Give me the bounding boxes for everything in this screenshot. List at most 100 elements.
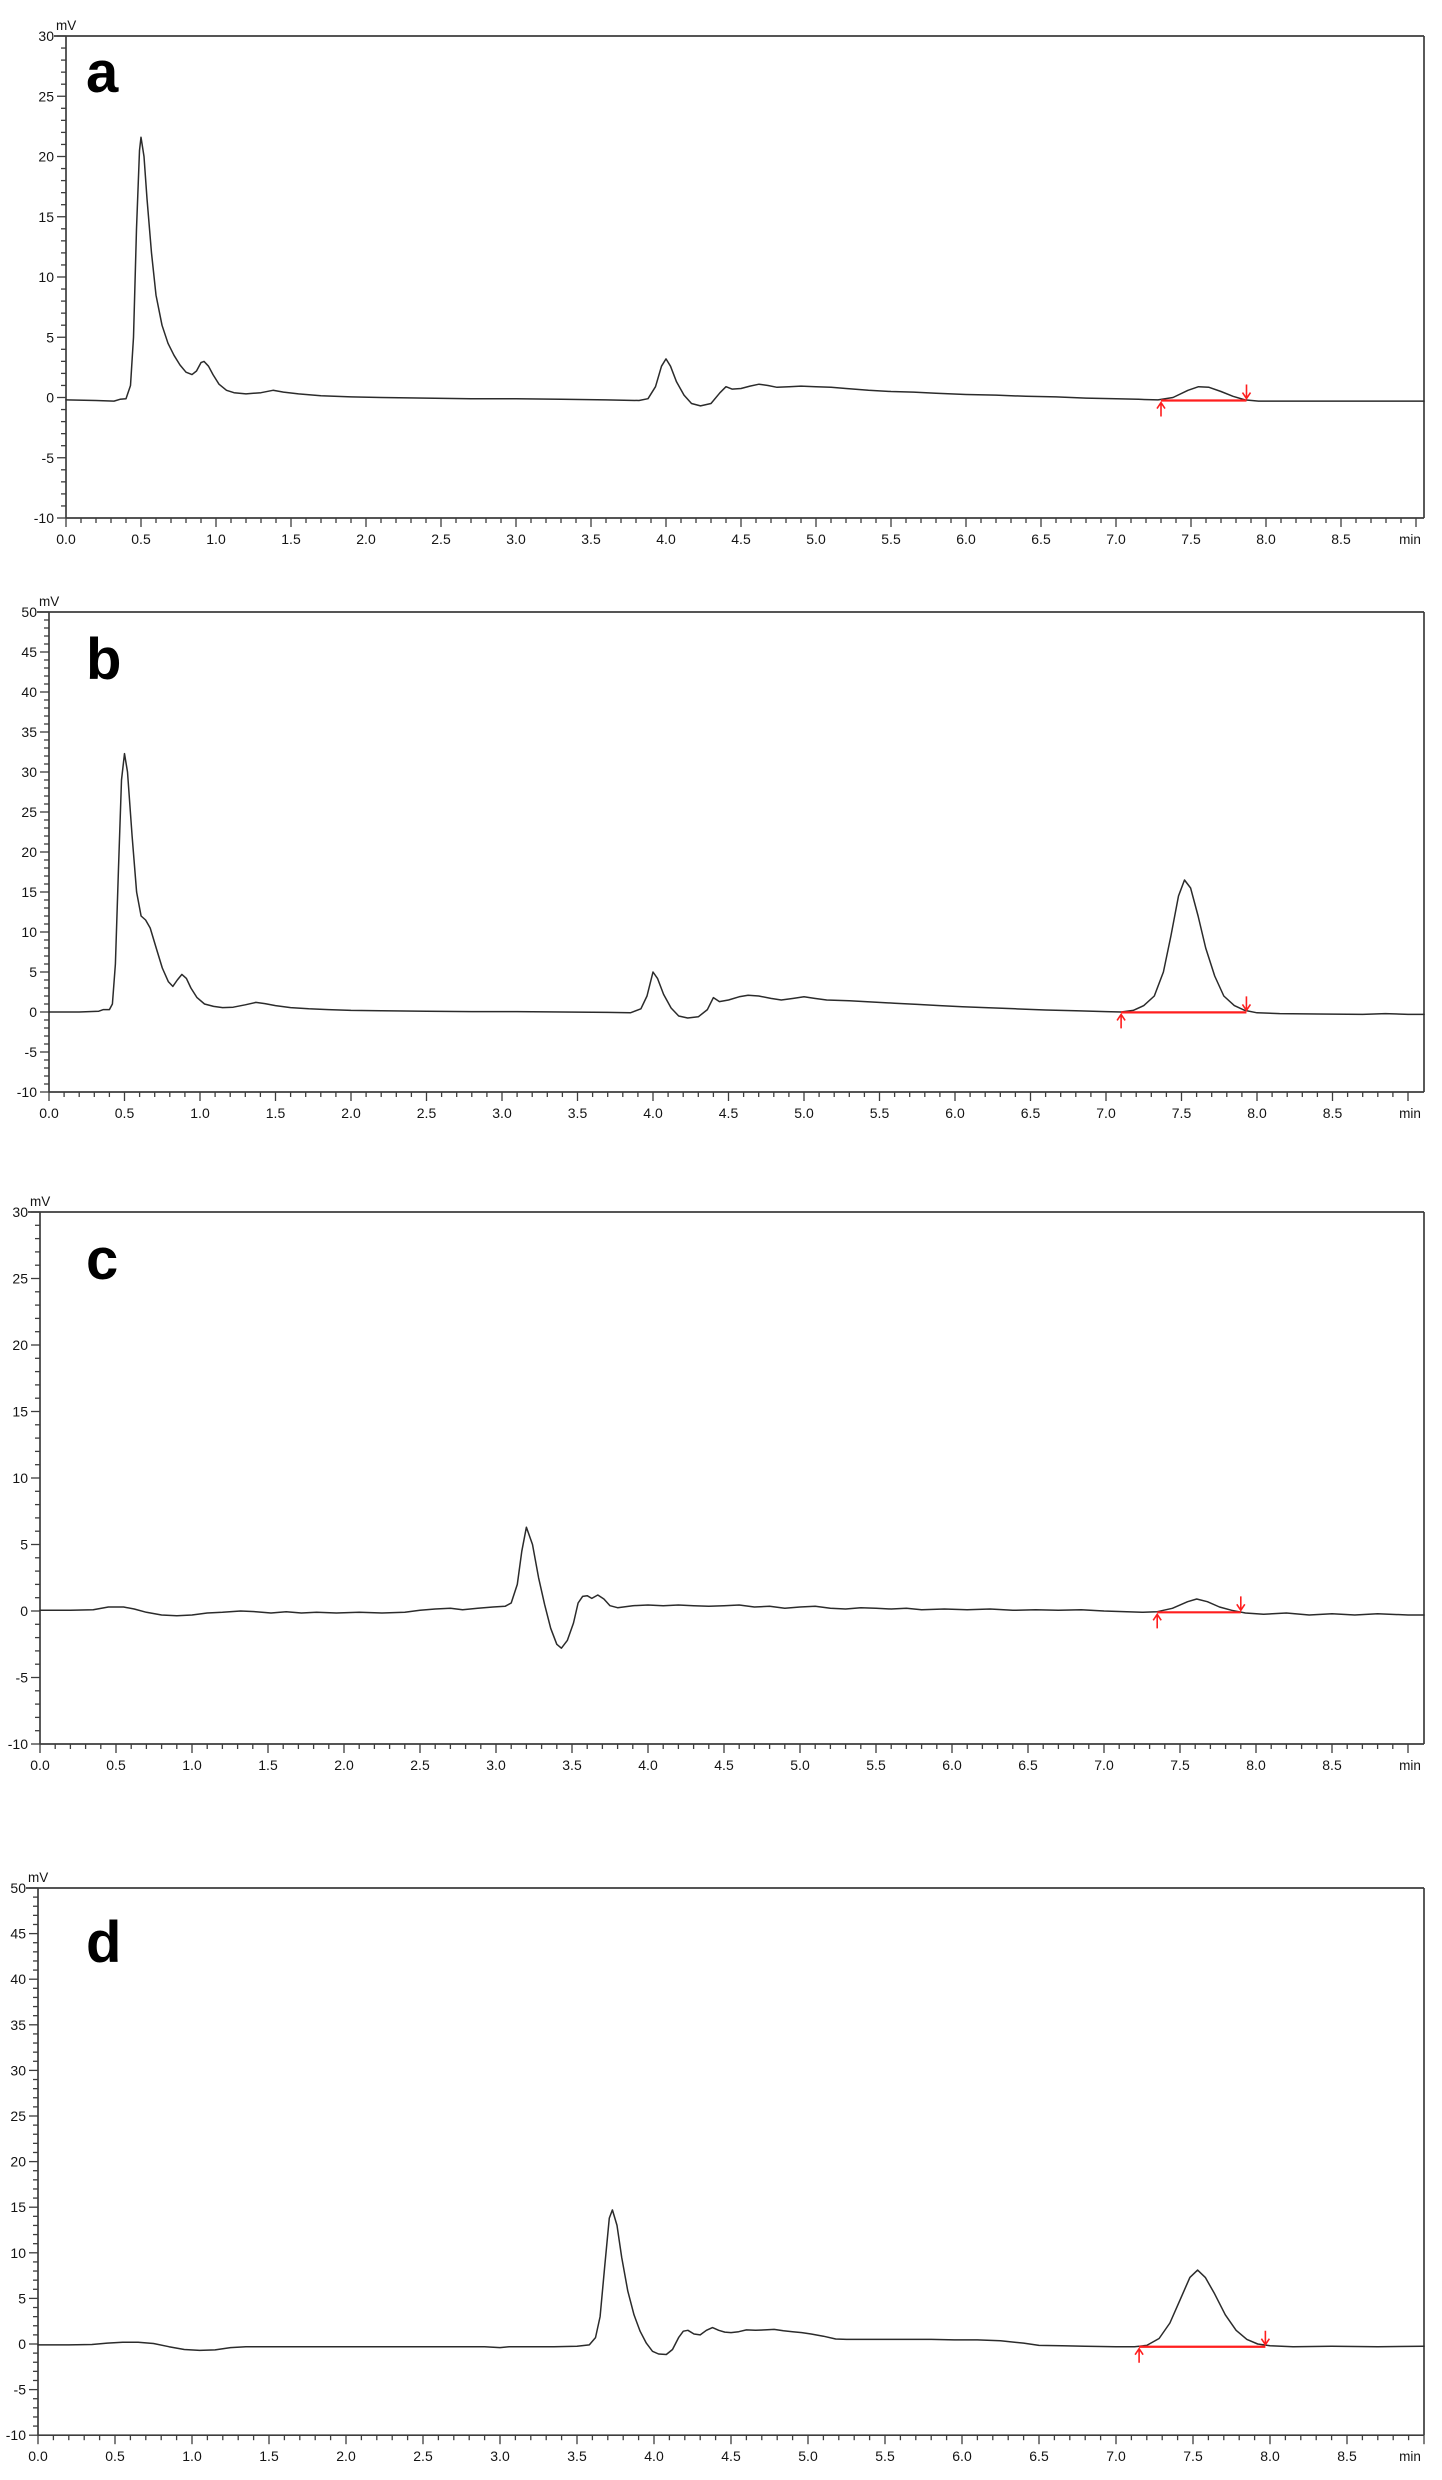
x-tick-label: 0.5 <box>105 2448 125 2464</box>
integration-end-arrow <box>1260 2330 1271 2347</box>
x-axis-ticks <box>37 2435 1425 2445</box>
x-tick-label: 7.0 <box>1106 531 1126 547</box>
x-tick-label: 2.0 <box>336 2448 356 2464</box>
integration-end-arrow <box>1241 996 1252 1012</box>
panel-c: 30 25 20 15 10 5 0 -5 -10 mV 0.0 0.5 1.0 1.5 2.0 2.5 3.0… <box>0 1175 1442 1800</box>
x-tick-label: 3.0 <box>506 531 526 547</box>
y-tick-label: 10 <box>21 924 37 940</box>
x-unit-label: min <box>1399 1758 1421 1773</box>
x-tick-label: 4.5 <box>714 1757 734 1773</box>
x-tick-label: 6.5 <box>1031 531 1051 547</box>
y-tick-label: -5 <box>16 1670 29 1686</box>
y-tick-label: 15 <box>10 2199 26 2215</box>
panel-label-d: d <box>86 1910 122 1975</box>
x-tick-label: 0.5 <box>115 1105 135 1121</box>
integration-marker <box>1116 996 1252 1029</box>
y-tick-label: 30 <box>38 28 54 44</box>
x-tick-label: 5.5 <box>875 2448 895 2464</box>
y-axis-ticks <box>40 611 49 1093</box>
y-tick-label: -5 <box>14 2382 27 2398</box>
y-tick-label: 10 <box>10 2245 26 2261</box>
x-tick-label: 2.5 <box>410 1757 430 1773</box>
integration-start-arrow <box>1152 1612 1162 1629</box>
x-tick-label: 8.5 <box>1337 2448 1357 2464</box>
chromatogram-trace <box>48 752 1425 1019</box>
y-tick-label: 20 <box>10 2154 26 2170</box>
integration-end-arrow <box>1236 1596 1246 1612</box>
y-tick-label: 0 <box>46 390 54 406</box>
integration-end-arrow <box>1241 384 1252 400</box>
x-tick-label: 1.0 <box>182 1757 202 1773</box>
y-tick-label: 30 <box>12 1204 28 1220</box>
x-tick-label: 5.0 <box>794 1105 814 1121</box>
x-unit-label: min <box>1399 532 1421 547</box>
y-unit-label: mV <box>28 1870 48 1885</box>
x-tick-label: 6.0 <box>956 531 976 547</box>
x-tick-label: 1.0 <box>190 1105 210 1121</box>
integration-start-arrow <box>1156 401 1166 417</box>
y-tick-label: 5 <box>46 329 54 345</box>
x-tick-label: 6.0 <box>945 1105 965 1121</box>
x-unit-label: min <box>1399 2449 1421 2464</box>
panel-b: 50 45 40 35 30 25 20 15 10 5 0 -5 -10 mV 0.0 0.5 1.0 1.5 2… <box>0 560 1442 1175</box>
x-tick-label: 0.0 <box>28 2448 48 2464</box>
y-tick-label: 45 <box>10 1926 26 1942</box>
x-tick-label: 0.5 <box>131 531 151 547</box>
x-tick-label: 2.5 <box>413 2448 433 2464</box>
y-tick-label: 20 <box>38 149 54 165</box>
x-tick-label: 8.0 <box>1247 1105 1267 1121</box>
x-tick-label: 2.5 <box>417 1105 437 1121</box>
x-tick-label: 4.0 <box>656 531 676 547</box>
x-tick-label: 0.0 <box>30 1757 50 1773</box>
y-tick-label: 0 <box>29 1004 37 1020</box>
x-axis-ticks <box>48 1092 1409 1101</box>
x-tick-label: 3.0 <box>486 1757 506 1773</box>
y-tick-label: 10 <box>12 1470 28 1486</box>
y-tick-label: 35 <box>21 724 37 740</box>
x-unit-label: min <box>1399 1106 1421 1121</box>
y-tick-label: 25 <box>10 2108 26 2124</box>
x-tick-label: 5.5 <box>881 531 901 547</box>
x-tick-label: 1.5 <box>259 2448 279 2464</box>
x-tick-label: 8.0 <box>1260 2448 1280 2464</box>
y-tick-label: 30 <box>21 764 37 780</box>
x-tick-label: 6.0 <box>942 1757 962 1773</box>
x-tick-label: 4.5 <box>719 1105 739 1121</box>
x-tick-label: 2.0 <box>341 1105 361 1121</box>
y-tick-label: 0 <box>18 2336 26 2352</box>
x-tick-label: 2.5 <box>431 531 451 547</box>
x-tick-label: 3.0 <box>490 2448 510 2464</box>
y-axis-ticks <box>29 1887 38 2436</box>
y-tick-label: 50 <box>21 604 37 620</box>
y-tick-label: 25 <box>38 88 54 104</box>
x-tick-label: 5.0 <box>790 1757 810 1773</box>
x-tick-label: 3.0 <box>492 1105 512 1121</box>
x-tick-label: 1.0 <box>206 531 226 547</box>
x-tick-label: 8.5 <box>1323 1105 1343 1121</box>
x-tick-label: 0.5 <box>106 1757 126 1773</box>
y-tick-label: 40 <box>10 1971 26 1987</box>
y-tick-label: -10 <box>34 510 54 526</box>
y-tick-label: 40 <box>21 684 37 700</box>
y-tick-label: 35 <box>10 2017 26 2033</box>
integration-start-arrow <box>1116 1012 1126 1029</box>
panel-label-a: a <box>86 40 119 105</box>
panel-d: 50 45 40 35 30 25 20 15 10 5 0 -5 -10 mV 0.0 0.5 1.0 1.5 2… <box>0 1800 1442 2480</box>
x-tick-label: 3.5 <box>581 531 601 547</box>
x-tick-label: 3.5 <box>567 2448 587 2464</box>
y-tick-label: 50 <box>10 1880 26 1896</box>
x-tick-label: 5.5 <box>870 1105 890 1121</box>
y-axis-ticks <box>31 1211 40 1745</box>
y-tick-label: -10 <box>6 2427 26 2443</box>
y-tick-label: 15 <box>12 1404 28 1420</box>
x-tick-label: 7.0 <box>1094 1757 1114 1773</box>
x-axis-ticks <box>65 518 1417 527</box>
y-tick-label: 25 <box>12 1271 28 1287</box>
x-tick-label: 2.0 <box>356 531 376 547</box>
x-tick-label: 6.0 <box>952 2448 972 2464</box>
x-tick-label: 5.0 <box>806 531 826 547</box>
x-tick-label: 7.5 <box>1170 1757 1190 1773</box>
y-tick-label: -5 <box>25 1044 38 1060</box>
